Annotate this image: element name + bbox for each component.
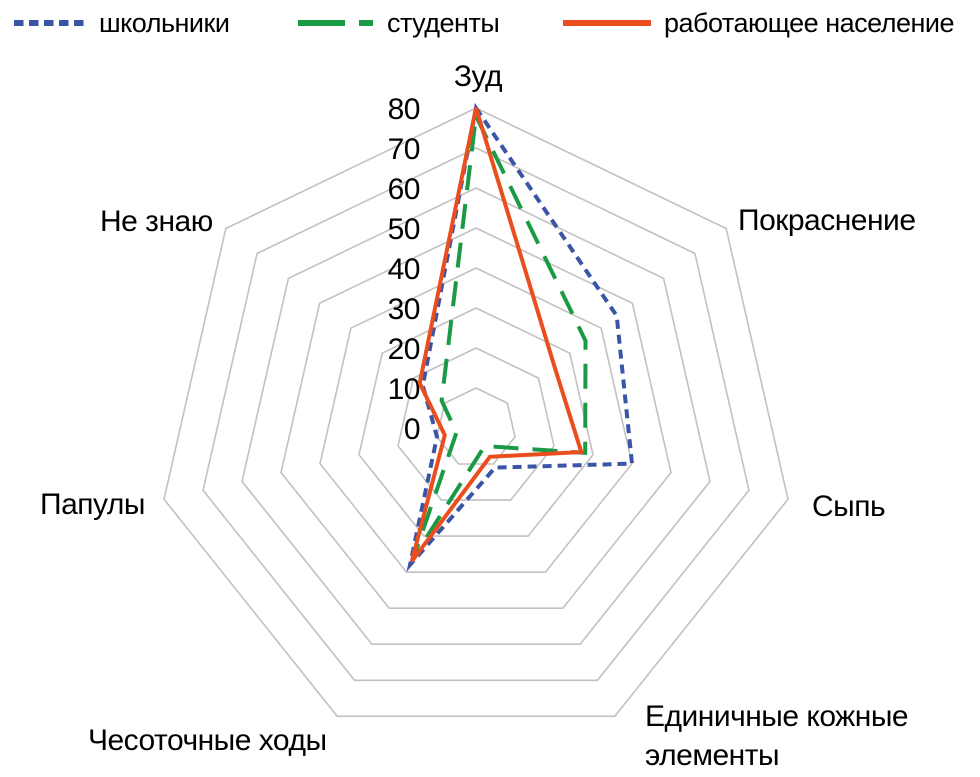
grid-ring-60 [241,187,711,646]
radial-tick-30: 30 [388,293,420,326]
grid-ring-80 [163,107,789,718]
grid-ring-30 [358,307,594,537]
legend-swatch-schoolchildren [14,20,86,26]
axis-label-chesotochnye-khody: Чесоточные ходы [88,724,327,757]
grid-ring-20 [397,347,555,501]
axis-label-zud: Зуд [453,60,503,93]
legend-item-schoolchildren: школьники [14,7,230,38]
grid-ring-50 [280,227,672,610]
series-polygon-working-population [409,107,584,563]
radial-tick-0: 0 [404,413,420,446]
legend-swatch-students [298,20,374,26]
series-polygon-students [411,109,588,559]
axis-label-edinichnye-kozhnye-elementy: Единичные кожные элементы [645,700,909,772]
radial-tick-70: 70 [388,133,420,166]
legend-item-working-population: работающее население [563,7,955,38]
axis-label-papuly: Папулы [40,488,145,521]
axis-label-pokrasnenie: Покраснение [738,204,916,237]
radial-tick-10: 10 [388,373,420,406]
legend-label-students: студенты [387,7,500,38]
axis-label-syp: Сыпь [812,490,886,523]
legend-label-working-population: работающее население [664,7,955,38]
legend-swatch-working-population [563,20,651,26]
grid-ring-40 [319,267,633,574]
axis-label-ne-znayu: Не знаю [100,205,213,238]
grid-ring-70 [202,147,750,682]
series-polygon-schoolchildren [406,102,635,572]
radial-tick-20: 20 [388,333,420,366]
radial-tick-40: 40 [388,253,420,286]
legend-item-students: студенты [298,7,500,38]
radial-tick-60: 60 [388,173,420,206]
radial-tick-50: 50 [388,213,420,246]
radial-tick-80: 80 [388,93,420,126]
legend-label-schoolchildren: школьники [99,7,230,38]
